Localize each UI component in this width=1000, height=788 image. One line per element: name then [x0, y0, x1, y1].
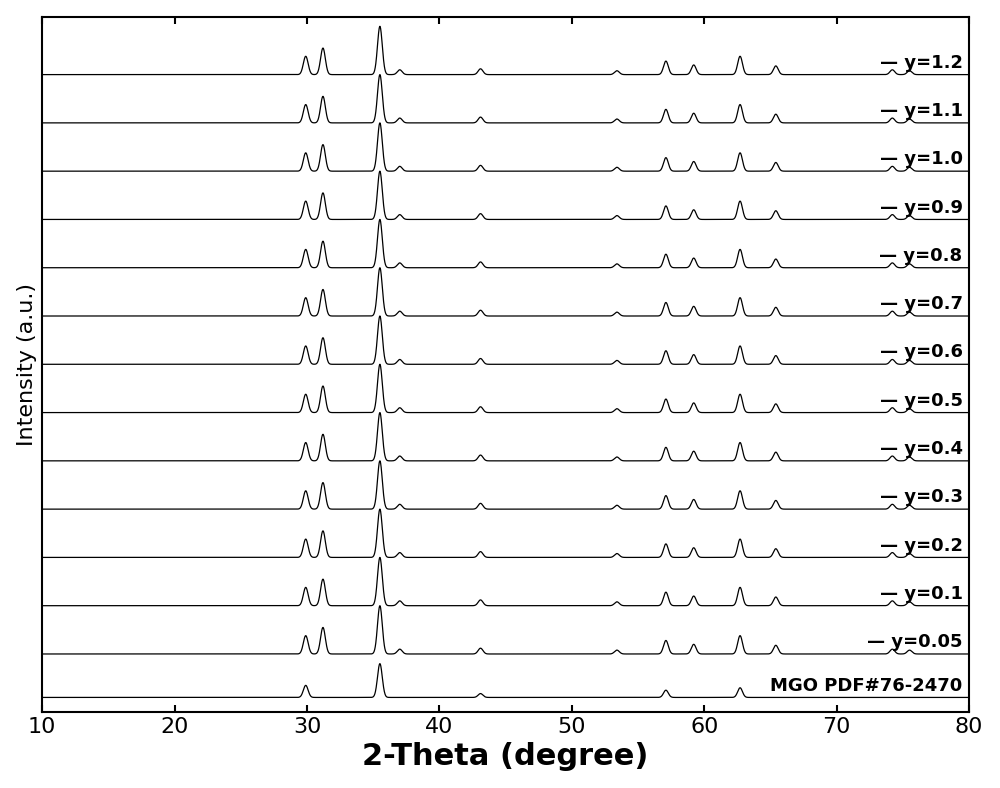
Text: — y=1.1: — y=1.1 [880, 102, 963, 120]
Text: MGO PDF#76-2470: MGO PDF#76-2470 [770, 677, 963, 695]
X-axis label: 2-Theta (degree): 2-Theta (degree) [362, 742, 649, 771]
Text: — y=0.1: — y=0.1 [880, 585, 963, 603]
Y-axis label: Intensity (a.u.): Intensity (a.u.) [17, 283, 37, 446]
Text: — y=0.5: — y=0.5 [880, 392, 963, 410]
Text: — y=0.4: — y=0.4 [880, 440, 963, 458]
Text: — y=0.9: — y=0.9 [880, 199, 963, 217]
Text: — y=0.05: — y=0.05 [867, 633, 963, 651]
Text: — y=0.6: — y=0.6 [880, 344, 963, 362]
Text: — y=1.2: — y=1.2 [880, 54, 963, 72]
Text: — y=0.7: — y=0.7 [880, 296, 963, 313]
Text: — y=0.3: — y=0.3 [880, 489, 963, 506]
Text: — y=0.8: — y=0.8 [879, 247, 963, 265]
Text: — y=1.0: — y=1.0 [880, 151, 963, 169]
Text: — y=0.2: — y=0.2 [880, 537, 963, 555]
